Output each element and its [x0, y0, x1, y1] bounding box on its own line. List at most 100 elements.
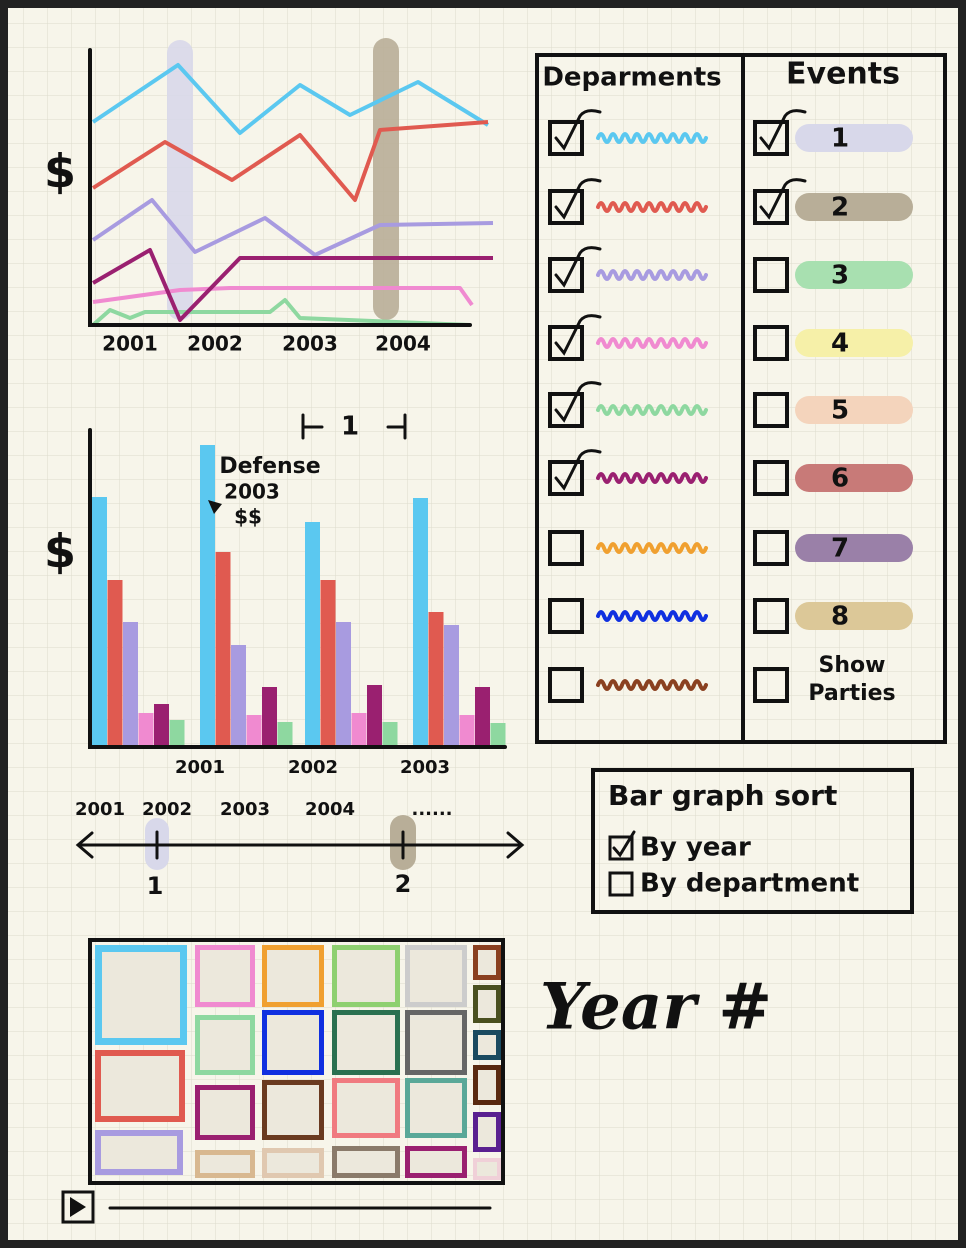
event-label: 2 [831, 193, 849, 223]
treemap-cell [195, 1015, 255, 1075]
bar [428, 612, 444, 747]
checkbox[interactable] [548, 392, 584, 428]
checkbox[interactable] [548, 667, 584, 703]
treemap-cell [195, 1085, 255, 1140]
checkmark [554, 178, 602, 220]
range-label: 1 [341, 412, 359, 442]
bar [459, 715, 475, 747]
treemap-cell [473, 1065, 501, 1105]
marker-label: 1 [147, 872, 164, 900]
play-button[interactable] [61, 1190, 95, 1224]
checkbox[interactable] [753, 325, 789, 361]
checkbox[interactable] [548, 325, 584, 361]
treemap-cell [405, 1146, 467, 1178]
event-swatch [795, 464, 913, 492]
treemap-cell [195, 945, 255, 1007]
checkbox[interactable] [548, 120, 584, 156]
line-series [92, 286, 474, 307]
events-title: Events [786, 57, 900, 92]
annotation: Defense [219, 454, 320, 479]
timeline-label: 2002 [142, 799, 192, 820]
event-label: 7 [831, 534, 849, 564]
bar [305, 522, 320, 747]
checkbox[interactable] [753, 530, 789, 566]
line-chart: $2001 2002 2003 2004 [44, 38, 494, 356]
bar [154, 704, 169, 747]
sort-title: Bar graph sort [608, 779, 837, 812]
treemap-cell [332, 1146, 400, 1178]
play-icon [70, 1197, 86, 1217]
filter-panel: Deparments Events 1 2 3 4 5 6 7 8 Show Parties [535, 53, 947, 744]
checkbox[interactable] [753, 598, 789, 634]
checkbox[interactable] [548, 189, 584, 225]
treemap-cell [405, 945, 467, 1007]
show-parties-label: Show Parties [808, 653, 895, 706]
event-swatch [795, 124, 913, 152]
treemap-cell [262, 1080, 324, 1140]
department-swatch [596, 404, 708, 416]
bar [169, 720, 185, 747]
event-label: 6 [831, 464, 849, 494]
marker-label: 2 [395, 870, 412, 898]
event-band [373, 38, 399, 320]
department-swatch [596, 472, 708, 484]
bar [231, 645, 246, 747]
bar [490, 723, 506, 747]
bar [107, 580, 123, 747]
checkbox[interactable] [753, 257, 789, 293]
checkmark [554, 314, 602, 356]
x-tick-label: 2002 [288, 757, 338, 778]
bar [138, 713, 154, 747]
checkmark [759, 178, 807, 220]
bar [475, 687, 490, 747]
checkbox[interactable] [548, 598, 584, 634]
timeline-label: ...... [411, 799, 452, 820]
timeline-axis [75, 830, 525, 860]
bar [277, 722, 293, 747]
event-swatch [795, 602, 913, 630]
annotation-pointer [208, 500, 222, 514]
x-tick-label: 2002 [187, 332, 243, 356]
treemap-cell [332, 1010, 400, 1075]
checkbox[interactable] [753, 667, 789, 703]
treemap-cell [95, 1050, 185, 1122]
treemap-cell [405, 1010, 467, 1075]
checkbox[interactable] [753, 392, 789, 428]
timeline-label: 2001 [75, 799, 125, 820]
bar [444, 625, 459, 747]
x-tick-label: 2003 [400, 757, 450, 778]
y-axis-label: $ [44, 525, 76, 579]
x-tick-label: 2003 [282, 332, 338, 356]
bar [336, 622, 351, 747]
event-label: 5 [831, 396, 849, 426]
y-axis-label: $ [44, 145, 76, 199]
event-swatch [795, 193, 913, 221]
treemap-cell [332, 945, 400, 1007]
checkbox[interactable] [753, 120, 789, 156]
checkbox[interactable] [548, 460, 584, 496]
checkbox[interactable] [753, 189, 789, 225]
checkbox[interactable] [608, 835, 634, 861]
year-label: Year # [540, 970, 772, 1045]
checkbox[interactable] [753, 460, 789, 496]
checkmark [759, 109, 807, 151]
event-label: 1 [831, 124, 849, 154]
sort-option: By department [640, 869, 859, 899]
checkbox[interactable] [608, 871, 634, 897]
checkmark [554, 449, 602, 491]
event-label: 8 [831, 602, 849, 632]
x-tick-label: 2004 [375, 332, 431, 356]
event-swatch [795, 261, 913, 289]
checkbox[interactable] [548, 257, 584, 293]
axes [88, 48, 472, 327]
checkbox[interactable] [548, 530, 584, 566]
timeline: 2001 2002 2003 2004 ...... 1 2 [75, 799, 525, 900]
line-series [91, 63, 490, 135]
bar [215, 552, 231, 747]
bar [367, 685, 382, 747]
treemap-cell [262, 1148, 324, 1178]
department-swatch [596, 269, 708, 281]
line-series [91, 120, 489, 202]
bar [92, 497, 107, 747]
bar [246, 715, 262, 747]
